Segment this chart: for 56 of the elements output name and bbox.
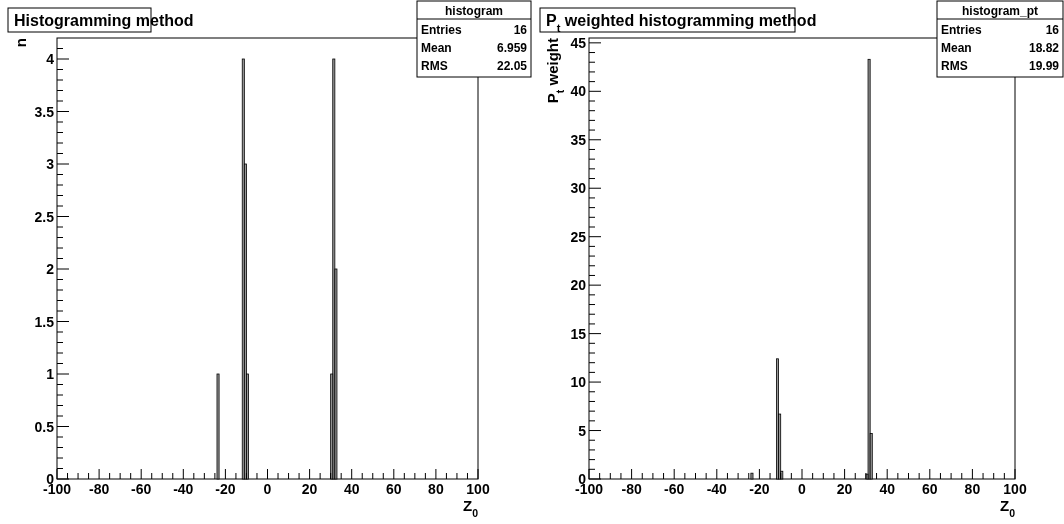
x-tick-label: 80 [964,481,981,497]
y-tick-label: 25 [570,228,587,245]
x-tick-label: 0 [798,481,807,497]
x-tick-label: 40 [879,481,896,497]
y-tick-label: 5 [578,422,587,439]
x-tick-label: 60 [922,481,938,497]
annotation: Mean [421,41,452,55]
x-tick-label: 20 [836,481,853,497]
text: histogram_pt [961,4,1039,18]
x-tick-label: 100 [466,481,490,497]
x-tick-label: 60 [386,481,402,497]
y-tick-label: 45 [570,34,587,51]
x-axis-title: Z$_{0}$ [999,497,1016,519]
x-tick-label: 40 [343,481,360,497]
y-tick-label: 15 [570,325,587,342]
text: 16 [513,23,528,37]
x-tick-label: 100 [1003,481,1027,497]
y-tick-label: 2 [46,261,55,277]
text: 16 [1045,23,1060,37]
text: histogram [444,4,504,18]
x-tick-label: -40 [173,481,194,497]
x-tick-label: -80 [88,481,110,497]
y-tick-label: 20 [570,277,587,294]
text: 6.959 [496,41,528,55]
y-tick-label: 3.5 [34,103,55,120]
y-tick-label: 3 [46,156,55,172]
x-tick-label: 20 [301,481,318,497]
y-tick-label: 0.5 [34,418,55,435]
chart-title: Histogramming method [14,12,194,29]
x-tick-label: -20 [749,481,770,497]
text: 22.05 [496,59,528,73]
text: Entries [941,23,983,37]
y-tick-label: 1 [46,366,55,382]
text: 18.82 [1028,41,1060,55]
annotation: Mean [941,41,972,55]
x-tick-label: -40 [706,481,728,497]
text: Entries [421,23,463,37]
y-tick-label: 10 [570,374,587,391]
y-tick-label: 2.5 [34,208,55,225]
x-tick-label: -20 [215,481,236,497]
y-tick-label: 30 [570,180,587,197]
y-tick-label: 1.5 [34,313,55,330]
x-tick-label: 80 [428,481,444,497]
x-tick-label: -80 [621,481,642,497]
x-tick-label: -60 [131,481,152,497]
y-tick-label: 4 [46,51,55,67]
y-axis-title: n [12,38,29,48]
y-tick-label: 35 [570,131,587,148]
x-axis-title: Z$_{0}$ [462,497,479,519]
annotation: RMS [421,59,448,73]
annotation: RMS [941,59,968,73]
x-tick-label: 0 [263,481,272,497]
text: 19.99 [1028,59,1060,73]
y-tick-label: 40 [570,83,587,100]
chart-title: P$_{t}$ weighted histogramming method [546,12,817,34]
x-tick-label: -60 [664,481,685,497]
